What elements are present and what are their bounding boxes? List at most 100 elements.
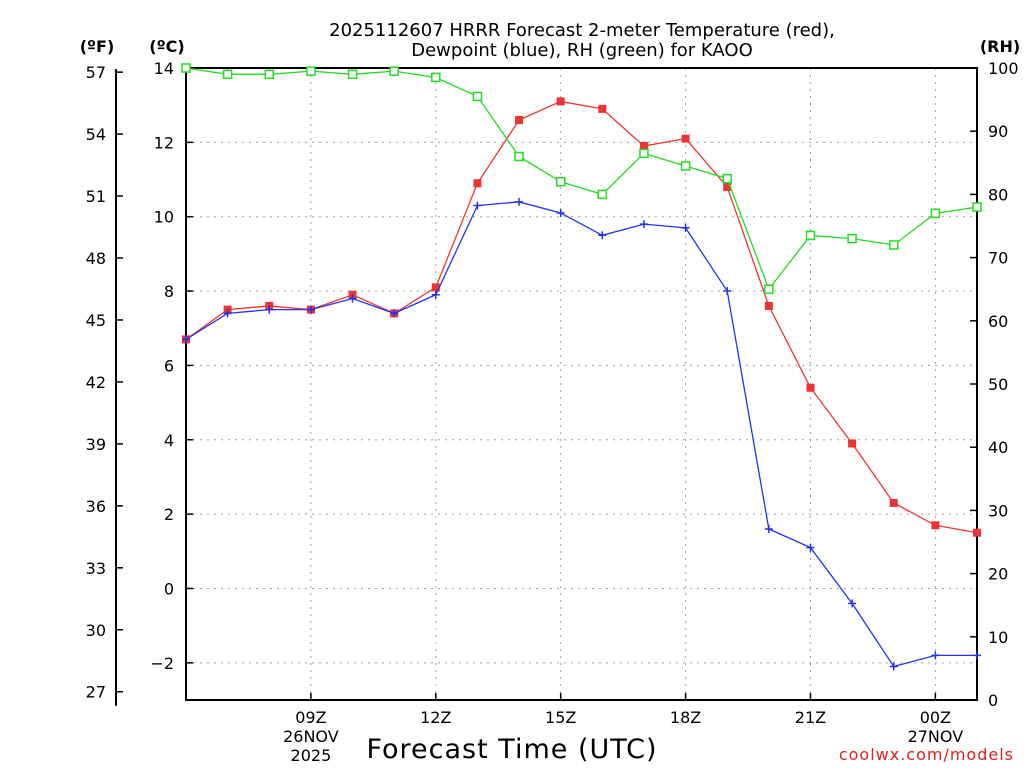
dewpoint-point [931,651,940,660]
temperature-point [723,182,732,191]
dewpoint-point [390,309,399,318]
dewpoint-point [598,231,607,240]
celsius-tick-label: −2 [150,654,174,673]
celsius-unit-label: (ºC) [149,37,184,56]
rh-point [306,66,316,76]
temperature-point [556,97,565,106]
fahrenheit-tick-label: 54 [86,125,106,144]
x-tick-year-label: 2025 [291,746,332,765]
dewpoint-point [473,201,482,210]
dewpoint-point [723,287,732,296]
gridlines [186,67,977,700]
temperature-point [764,301,773,310]
fahrenheit-tick-label: 27 [86,683,106,702]
rh-tick-label: 80 [988,185,1008,204]
fahrenheit-tick-label: 42 [86,373,106,392]
rh-point [764,284,774,294]
chart-title-line1: 2025112607 HRRR Forecast 2-meter Tempera… [329,20,835,41]
x-tick-label: 09Z [295,708,326,727]
dewpoint-point [348,294,357,303]
fahrenheit-unit-label: (ºF) [80,37,115,56]
fahrenheit-tick-label: 45 [86,311,106,330]
rh-line [185,67,978,291]
celsius-tick-label: 12 [154,133,174,152]
dewpoint-point [973,651,981,660]
dewpoint-point [764,524,773,533]
x-axis-title: Forecast Time (UTC) [366,734,657,765]
celsius-tick-label: 0 [164,579,174,598]
temperature-point [473,179,482,188]
rh-point [222,69,233,80]
fahrenheit-tick-label: 36 [86,497,106,516]
rh-tick-label: 60 [988,312,1008,331]
rh-point [639,148,649,159]
x-tick-date-label: 27NOV [908,727,964,746]
chart-title-line2: Dewpoint (blue), RH (green) for KAOO [411,40,753,61]
rh-tick-label: 90 [988,122,1008,141]
fahrenheit-tick-label: 51 [86,187,106,206]
dewpoint-point [515,197,524,206]
rh-point [597,189,608,200]
dewpoint-point [639,220,648,229]
rh-point [264,69,275,80]
dewpoint-point [265,305,274,314]
temperature-point [848,439,857,448]
rh-point [514,151,524,162]
dewpoint-line [185,201,977,668]
x-tick-label: 21Z [795,708,826,727]
rh-tick-label: 20 [988,565,1008,584]
rh-tick-label: 100 [988,59,1019,78]
rh-point [431,72,441,83]
dewpoint-point [889,662,898,671]
temperature-point [515,116,524,125]
rh-point [347,69,358,80]
fahrenheit-tick-label: 30 [86,621,106,640]
rh-point [847,233,857,244]
rh-tick-label: 10 [988,628,1008,647]
dewpoint-point [182,335,190,344]
series-layer [181,63,982,671]
rh-tick-label: 40 [988,438,1008,457]
temperature-point [598,104,607,113]
rh-point [722,173,732,184]
x-tick-label: 12Z [420,708,451,727]
rh-point [888,240,899,250]
temperature-point [931,521,940,530]
temperature-point [806,383,815,392]
dewpoint-point [306,305,315,314]
temperature-point [973,528,981,537]
fahrenheit-tick-label: 33 [86,559,106,578]
celsius-tick-label: 6 [164,356,174,375]
rh-point [972,202,982,212]
dewpoint-point [848,599,857,608]
dewpoint-point [431,290,440,299]
rh-tick-label: 0 [988,691,998,710]
rh-point [389,66,399,76]
celsius-tick-label: 8 [164,282,174,301]
fahrenheit-tick-label: 48 [86,249,106,268]
rh-point [181,63,191,73]
x-tick-label: 15Z [545,708,576,727]
rh-unit-label: (RH) [980,37,1020,56]
temperature-point [639,142,648,151]
dewpoint-point [806,543,815,552]
fahrenheit-tick-label: 57 [86,63,106,82]
plot-frame [185,67,978,701]
temperature-point [889,498,898,507]
rh-tick-label: 70 [988,249,1008,268]
dewpoint-point [223,309,232,318]
celsius-tick-label: 10 [154,208,174,227]
rh-point [805,230,816,241]
temperature-point [681,134,690,143]
rh-tick-label: 30 [988,501,1008,520]
rh-tick-label: 50 [988,375,1008,394]
x-tick-label: 00Z [920,708,951,727]
rh-point [555,177,566,187]
rh-point [472,91,483,102]
temperature-line [185,100,978,534]
credit-text: coolwx.com/models [839,745,1014,764]
celsius-tick-label: 4 [164,431,174,450]
temperature-point [431,283,440,292]
dewpoint-point [556,208,565,217]
